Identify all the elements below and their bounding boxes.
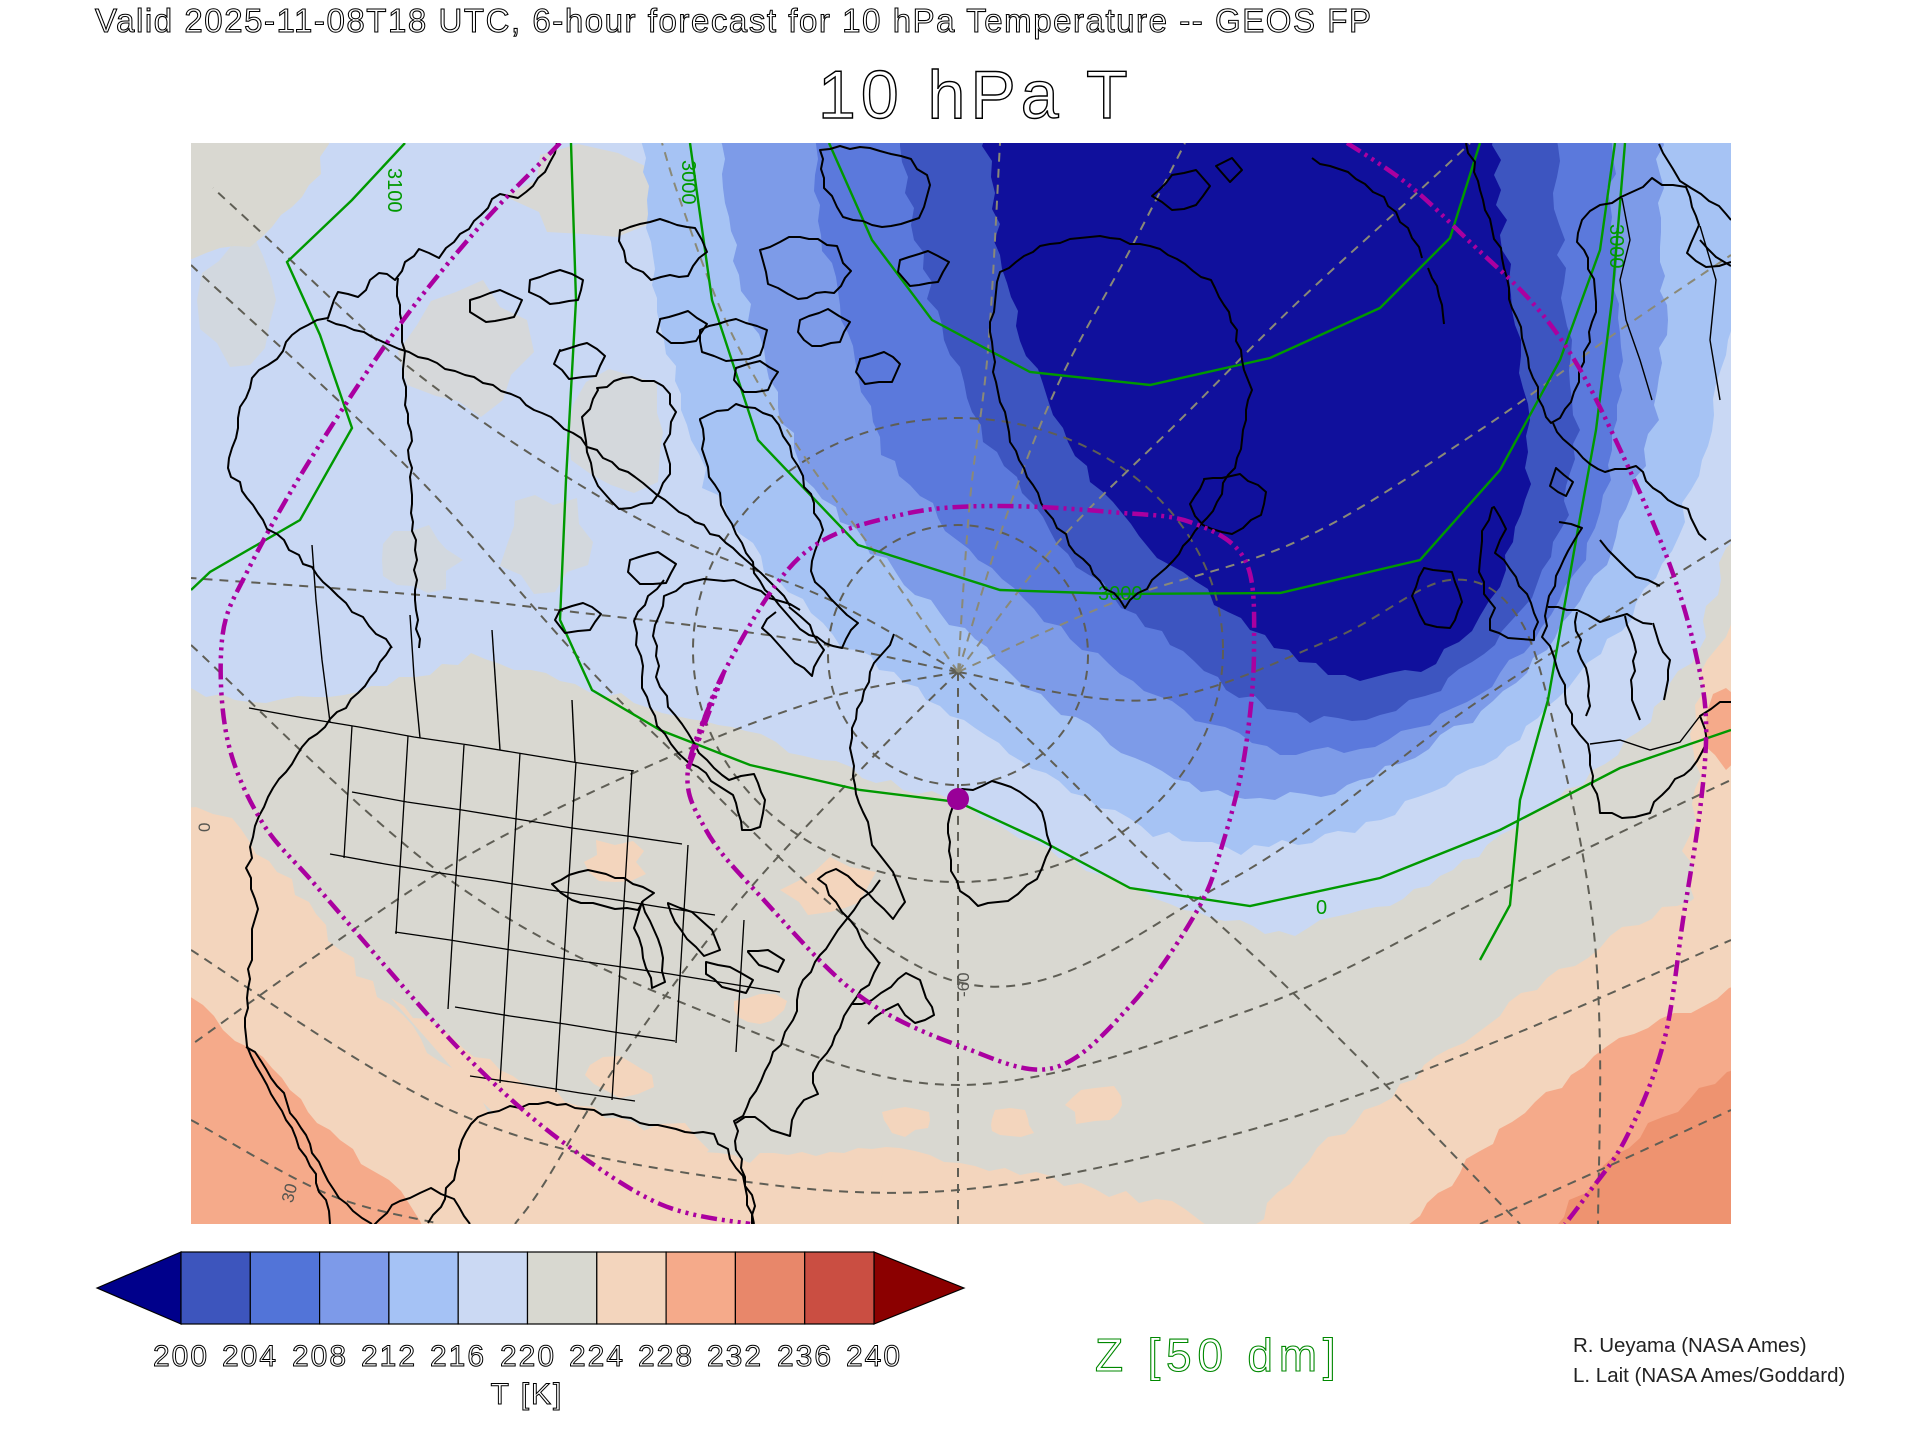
svg-text:200: 200 xyxy=(153,1340,209,1373)
svg-text:240: 240 xyxy=(846,1340,902,1373)
svg-text:228: 228 xyxy=(638,1340,694,1373)
svg-text:216: 216 xyxy=(430,1340,486,1373)
svg-text:208: 208 xyxy=(292,1340,348,1373)
svg-text:204: 204 xyxy=(222,1340,278,1373)
svg-text:3000: 3000 xyxy=(677,160,699,205)
svg-text:224: 224 xyxy=(569,1340,625,1373)
svg-text:3000: 3000 xyxy=(1605,224,1627,269)
svg-text:-60: -60 xyxy=(954,972,973,997)
svg-text:T [K]: T [K] xyxy=(491,1378,564,1411)
svg-text:232: 232 xyxy=(707,1340,763,1373)
svg-text:0: 0 xyxy=(195,823,214,832)
svg-text:220: 220 xyxy=(500,1340,556,1373)
svg-text:212: 212 xyxy=(361,1340,417,1373)
svg-text:3100: 3100 xyxy=(383,168,405,213)
svg-text:30: 30 xyxy=(278,1181,301,1204)
svg-text:0: 0 xyxy=(1316,897,1327,919)
svg-text:236: 236 xyxy=(777,1340,833,1373)
